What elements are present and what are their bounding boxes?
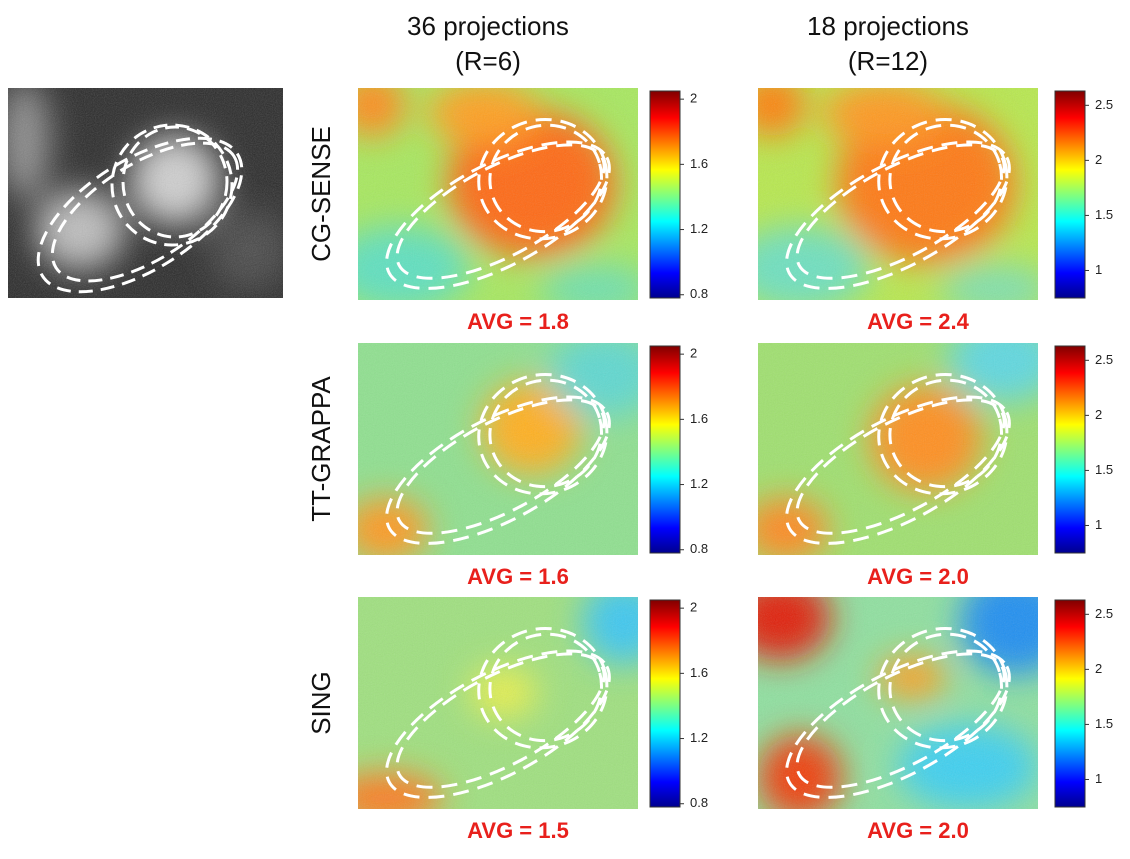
colorbar-tick-label: 1.2: [690, 730, 708, 745]
colorbar-tick-label: 1.2: [690, 221, 708, 236]
colorbar-tick-label: 1: [1095, 517, 1102, 532]
row-label: SING: [306, 671, 336, 735]
colorbar-tick-label: 1.6: [690, 156, 708, 171]
column-title: 18 projections: [807, 11, 969, 41]
avg-label: AVG = 2.0: [867, 818, 969, 843]
colorbar: [650, 600, 680, 807]
figure: 36 projections (R=6) 18 projections (R=12) C…: [0, 0, 1130, 859]
colorbar-tick-label: 0.8: [690, 541, 708, 556]
colorbar-tick-label: 1: [1095, 262, 1102, 277]
column-title: 36 projections: [407, 11, 569, 41]
colorbar: [650, 91, 680, 298]
colorbar-tick-label: 2.5: [1095, 97, 1113, 112]
row-label: TT-GRAPPA: [306, 376, 336, 522]
body: 36 projections (R=6) 18 projections (R=12) C…: [0, 0, 1130, 859]
avg-label: AVG = 2.4: [867, 309, 969, 334]
colorbar: [1055, 600, 1085, 807]
colorbar-tick-label: 2: [690, 600, 697, 615]
colorbar-tick-label: 1.5: [1095, 716, 1113, 731]
colorbar-tick-label: 2: [690, 91, 697, 106]
column-subtitle: (R=6): [455, 46, 521, 76]
avg-label: AVG = 2.0: [867, 564, 969, 589]
avg-label: AVG = 1.5: [467, 818, 569, 843]
row-label: CG-SENSE: [306, 126, 336, 262]
colorbar-tick-label: 1.5: [1095, 462, 1113, 477]
colorbar-tick-label: 2: [1095, 407, 1102, 422]
avg-label: AVG = 1.8: [467, 309, 569, 334]
heatmap: [730, 73, 1052, 318]
colorbar-tick-label: 2: [1095, 661, 1102, 676]
colorbar: [1055, 91, 1085, 298]
colorbar-tick-label: 2.5: [1095, 606, 1113, 621]
colorbar-tick-label: 0.8: [690, 795, 708, 810]
heatmap: [330, 73, 652, 318]
colorbar: [1055, 346, 1085, 553]
colorbar-tick-label: 0.8: [690, 286, 708, 301]
heatmap: [744, 318, 1060, 573]
heatmap: [330, 580, 666, 827]
colorbar-tick-label: 1.2: [690, 476, 708, 491]
colorbar-tick-label: 1.6: [690, 665, 708, 680]
colorbar-tick-label: 1.5: [1095, 207, 1113, 222]
page: {"columns": [ {"title": "36 projections"…: [0, 0, 1130, 859]
heatmap: [344, 332, 660, 573]
colorbar-tick-label: 2: [1095, 152, 1102, 167]
colorbar-tick-label: 2: [690, 346, 697, 361]
colorbar-tick-label: 2.5: [1095, 352, 1113, 367]
heatmap: [730, 569, 1072, 827]
colorbar-tick-label: 1: [1095, 771, 1102, 786]
column-subtitle: (R=12): [848, 46, 928, 76]
mri-image: [0, 80, 290, 323]
avg-label: AVG = 1.6: [467, 564, 569, 589]
colorbar: [650, 346, 680, 553]
colorbar-tick-label: 1.6: [690, 411, 708, 426]
